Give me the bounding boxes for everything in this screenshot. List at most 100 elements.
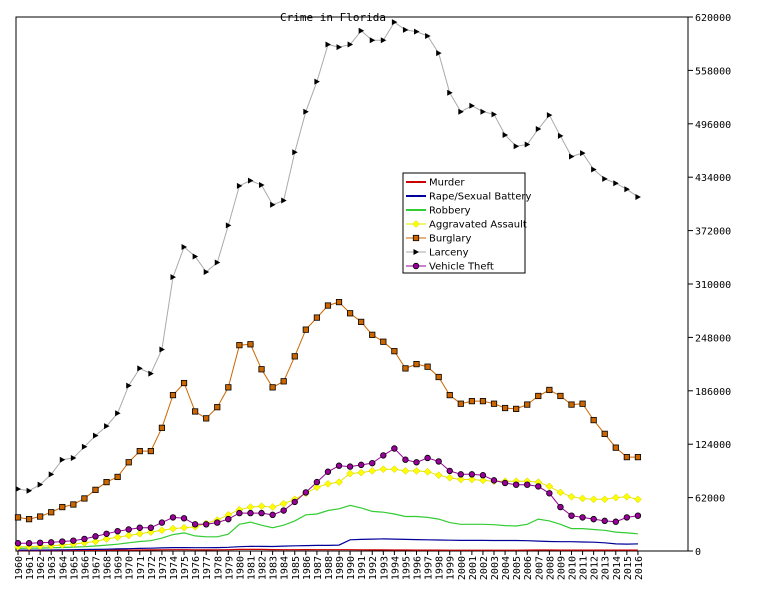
data-point-larceny [214, 259, 221, 266]
y-tick-label: 186000 [695, 387, 731, 398]
legend-label: Rape/Sexual Battery [429, 192, 531, 203]
data-point-burglary [114, 473, 121, 481]
data-point-aggravated-assault [434, 471, 443, 480]
x-tick-label: 1997 [424, 556, 435, 580]
data-point-vehicle-theft [180, 515, 188, 522]
x-tick-label: 1996 [413, 556, 424, 580]
data-point-aggravated-assault [257, 502, 266, 511]
series-layer [14, 19, 642, 552]
data-point-vehicle-theft [236, 509, 243, 517]
data-point-aggravated-assault [423, 467, 432, 476]
data-point-aggravated-assault [545, 482, 554, 491]
data-point-vehicle-theft [501, 479, 509, 487]
x-tick-label: 1999 [446, 556, 457, 580]
data-point-burglary [623, 454, 630, 461]
data-point-aggravated-assault [600, 495, 609, 504]
y-axis: 0 62000 124000 186000 248000 310000 372000 4340… [688, 13, 731, 558]
data-point-burglary [369, 331, 376, 338]
x-tick-label: 2015 [623, 556, 634, 580]
data-point-aggravated-assault [313, 483, 321, 492]
data-point-burglary [335, 298, 343, 306]
data-point-burglary [103, 478, 110, 486]
x-tick-label: 2001 [468, 556, 479, 580]
x-tick-label: 2000 [457, 556, 468, 580]
data-point-vehicle-theft [324, 468, 332, 475]
data-point-larceny [546, 112, 553, 119]
x-tick-label: 2005 [512, 556, 523, 580]
x-tick-label: 2010 [568, 556, 579, 580]
data-point-burglary [579, 400, 586, 407]
data-point-burglary [14, 514, 22, 521]
data-point-burglary [557, 392, 564, 400]
data-point-larceny [203, 268, 210, 275]
legend-marker [412, 262, 420, 270]
data-point-burglary [280, 378, 287, 385]
data-point-vehicle-theft [147, 524, 155, 531]
x-tick-label: 1998 [435, 556, 446, 580]
data-point-larceny [436, 50, 442, 57]
x-tick-label: 2012 [590, 556, 601, 580]
series-line-murder [18, 548, 638, 552]
data-point-burglary [358, 318, 365, 325]
data-point-larceny [369, 37, 376, 44]
legend: Murder Rape/Sexual Battery Robbery Aggravat… [402, 172, 531, 274]
y-tick-label: 434000 [695, 173, 731, 184]
x-tick-label: 1964 [58, 556, 69, 580]
x-tick-label: 2008 [545, 556, 556, 580]
x-tick-label: 1979 [224, 556, 235, 580]
data-point-larceny [59, 456, 66, 463]
data-point-burglary [59, 503, 66, 511]
data-point-vehicle-theft [413, 459, 420, 466]
data-point-burglary [535, 392, 542, 400]
data-point-burglary [291, 353, 298, 360]
data-point-larceny [480, 108, 486, 115]
data-point-aggravated-assault [124, 531, 133, 540]
data-point-vehicle-theft [114, 527, 121, 535]
data-point-aggravated-assault [390, 465, 399, 474]
data-point-burglary [568, 401, 575, 408]
x-tick-label: 1987 [313, 556, 324, 580]
data-point-larceny [270, 201, 276, 208]
legend-label: Aggravated Assault [429, 220, 527, 231]
x-tick-label: 2006 [523, 556, 534, 580]
data-point-vehicle-theft [579, 514, 586, 521]
data-point-aggravated-assault [611, 493, 620, 502]
data-point-vehicle-theft [258, 509, 265, 517]
y-tick-label: 620000 [695, 13, 731, 24]
data-point-larceny [104, 423, 110, 430]
data-point-larceny [37, 481, 44, 488]
x-tick-label: 1962 [36, 556, 47, 580]
data-point-vehicle-theft [468, 471, 476, 478]
data-point-aggravated-assault [279, 499, 288, 508]
data-point-burglary [37, 513, 44, 520]
data-point-larceny [225, 222, 232, 229]
legend-label: Burglary [429, 234, 471, 245]
data-point-burglary [203, 415, 210, 422]
data-point-burglary [346, 310, 354, 317]
series-line-rape-sexual-battery [18, 538, 638, 551]
data-point-vehicle-theft [214, 519, 221, 526]
x-tick-label: 1985 [291, 556, 302, 580]
data-point-vehicle-theft [81, 535, 88, 543]
x-tick-label: 1992 [368, 556, 379, 580]
data-point-vehicle-theft [568, 512, 575, 519]
data-point-burglary [501, 404, 509, 412]
data-point-vehicle-theft [402, 456, 409, 463]
x-tick-label: 1993 [379, 556, 390, 580]
data-point-burglary [81, 495, 88, 502]
data-point-aggravated-assault [556, 488, 565, 497]
series-burglary [14, 298, 642, 523]
x-tick-label: 1991 [357, 556, 368, 580]
data-point-larceny [602, 175, 608, 182]
data-point-vehicle-theft [335, 462, 343, 469]
x-tick-label: 2003 [490, 556, 501, 580]
y-tick-label: 248000 [695, 333, 731, 344]
data-point-vehicle-theft [490, 477, 498, 484]
data-point-larceny [347, 41, 354, 48]
series-larceny [15, 19, 641, 494]
x-tick-label: 1984 [280, 556, 291, 580]
data-point-aggravated-assault [589, 495, 598, 504]
data-point-burglary [136, 447, 143, 455]
x-tick-label: 1977 [202, 556, 213, 580]
data-point-vehicle-theft [191, 521, 199, 528]
